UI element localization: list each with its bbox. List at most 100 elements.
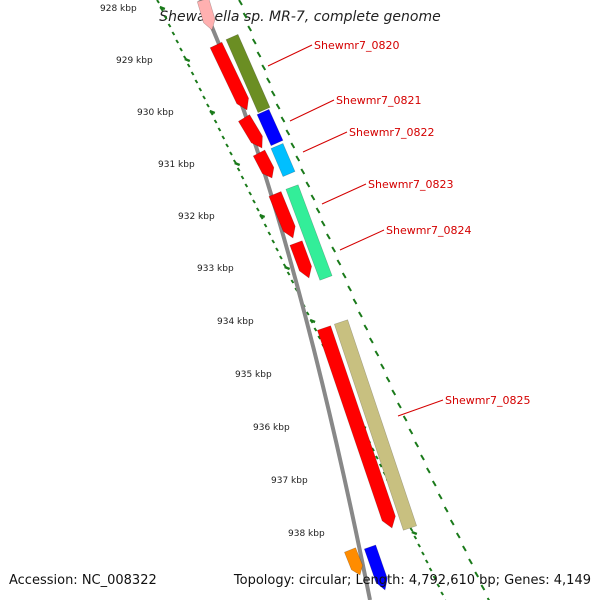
inner-scale-dot [225, 143, 229, 148]
outer-scale-dash [420, 454, 425, 461]
gene-label[interactable]: Shewmr7_0821 [336, 94, 421, 107]
scale-tick-label: 930 kbp [137, 108, 174, 118]
outer-scale-dash [486, 597, 491, 600]
inner-major-tick [411, 530, 418, 536]
inner-scale-dot [275, 247, 279, 252]
inner-major-tick [209, 109, 216, 115]
gene-feature[interactable] [256, 108, 284, 147]
outer-scale-dash [431, 480, 437, 487]
cds-feature[interactable] [252, 149, 278, 181]
outer-scale-dash [408, 428, 414, 435]
inner-scale-dot [217, 127, 222, 132]
gene-label[interactable]: Shewmr7_0824 [386, 224, 471, 237]
inner-major-tick [159, 5, 166, 11]
gene-label-leader [397, 399, 444, 417]
inner-scale-dot [286, 271, 291, 276]
inner-scale-dot [428, 567, 433, 572]
inner-scale-dot [156, 0, 160, 4]
scale-tick-label: 935 kbp [235, 370, 272, 380]
inner-scale-dot [190, 71, 195, 76]
outer-scale-dash [251, 38, 257, 45]
gene-label[interactable]: Shewmr7_0825 [445, 394, 530, 407]
gene-label[interactable]: Shewmr7_0823 [368, 178, 453, 191]
outer-scale-dash [290, 142, 296, 149]
inner-major-tick [259, 213, 266, 219]
inner-scale-dot [263, 223, 268, 228]
scale-tick-labels: 928 kbp 929 kbp 930 kbp 931 kbp 932 kbp 933 k… [100, 4, 325, 539]
outer-scale-dash [391, 389, 397, 396]
gene-feature[interactable] [333, 319, 418, 531]
outer-scale-dash [310, 194, 316, 201]
cds-feature[interactable] [363, 544, 390, 592]
outer-scale-dash [363, 324, 369, 331]
gene-labels: Shewmr7_0820 Shewmr7_0821 Shewmr7_0822 Shew… [267, 39, 530, 417]
outer-scale-dash [480, 584, 486, 591]
genome-backbone [198, 0, 372, 600]
cds-feature[interactable] [268, 191, 299, 241]
inner-scale-dot [240, 175, 245, 180]
inner-scale-dot [175, 39, 180, 44]
outer-scale-dash [358, 311, 363, 318]
inner-scale-dot [290, 279, 295, 284]
inner-scale-dot [409, 527, 414, 532]
inner-scale-dot [371, 447, 375, 452]
inner-scale-dot [417, 543, 421, 548]
inner-scale-dot [279, 255, 283, 260]
cds-feature[interactable] [238, 114, 267, 152]
inner-scale-dot [252, 199, 256, 204]
cds-feature[interactable] [289, 240, 315, 281]
outer-scale-dash [295, 155, 301, 162]
outer-scale-dash [261, 64, 267, 71]
outer-scale-dash [326, 233, 331, 240]
inner-scale-dot [229, 151, 233, 156]
gene-features [196, 0, 418, 592]
cds-feature[interactable] [316, 325, 398, 531]
scale-tick-label: 932 kbp [178, 212, 215, 222]
outer-scale-dash [275, 103, 281, 110]
scale-tick-label: 938 kbp [288, 529, 325, 539]
outer-scale-dash [449, 519, 455, 526]
inner-major-tick [284, 265, 291, 271]
gene-feature[interactable] [285, 184, 333, 281]
outer-scale-ticks [238, 0, 491, 600]
inner-scale-dot [163, 15, 168, 20]
inner-scale-dot [421, 551, 425, 556]
outer-scale-dash [247, 25, 253, 32]
genome-summary-text: Topology: circular; Length: 4,792,610 bp… [233, 573, 591, 588]
inner-scale-dot [167, 23, 172, 28]
gene-feature[interactable] [225, 33, 271, 114]
inner-scale-dot [440, 591, 444, 596]
gene-feature[interactable] [270, 143, 296, 177]
inner-scale-dot [248, 191, 252, 196]
inner-scale-dot [317, 335, 322, 340]
inner-scale-dot [313, 327, 318, 332]
inner-scale-dot [179, 47, 183, 52]
inner-scale-dot [198, 87, 203, 92]
outer-scale-dash [347, 285, 352, 292]
cds-feature[interactable] [196, 0, 217, 32]
outer-scale-dash [305, 181, 311, 188]
gene-label[interactable]: Shewmr7_0822 [349, 126, 434, 139]
inner-scale-dot [267, 231, 272, 236]
outer-scale-dash [242, 12, 248, 19]
scale-tick-label: 936 kbp [253, 423, 290, 433]
cds-feature[interactable] [344, 547, 365, 577]
outer-scale-dash [300, 168, 306, 175]
gene-label-leader [289, 99, 335, 122]
cds-feature[interactable] [209, 41, 253, 113]
inner-scale-dot [186, 63, 191, 68]
outer-scale-dash [380, 363, 385, 370]
scale-tick-label: 931 kbp [158, 160, 195, 170]
outer-scale-dash [468, 558, 473, 565]
inner-scale-dot [375, 455, 379, 460]
gene-label[interactable]: Shewmr7_0820 [314, 39, 399, 52]
outer-scale-dash [266, 77, 271, 84]
inner-scale-dot [236, 167, 241, 172]
inner-scale-dot [432, 575, 437, 580]
gene-label-leader [267, 44, 313, 67]
outer-scale-dash [238, 0, 243, 6]
inner-scale-dot [244, 183, 249, 188]
inner-scale-dot [194, 79, 199, 84]
outer-scale-dash [285, 129, 291, 136]
